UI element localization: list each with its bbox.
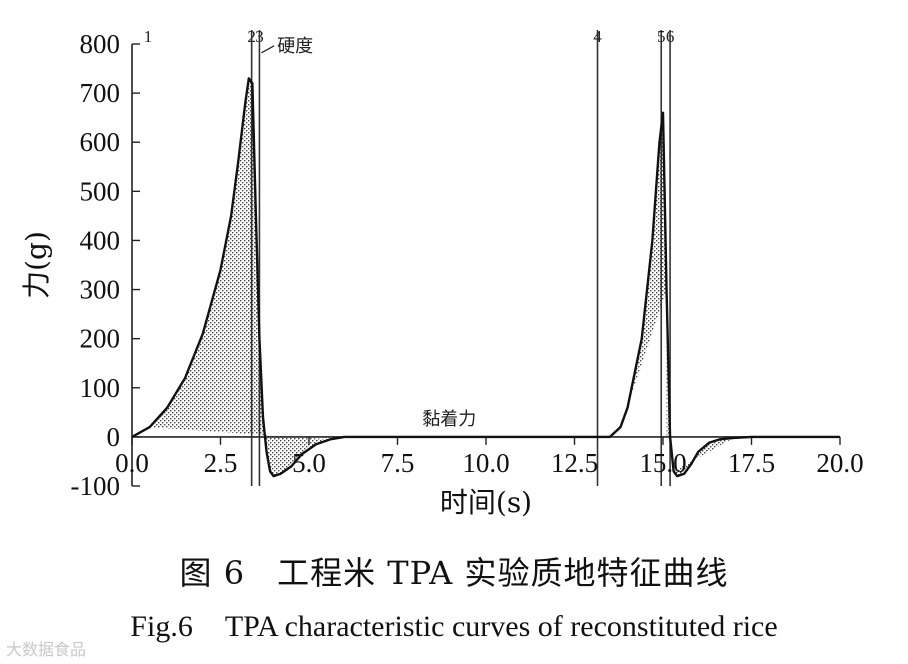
y-tick-label: 0 — [107, 422, 121, 452]
y-tick-label: 400 — [80, 225, 121, 255]
annotation-pointer — [261, 45, 275, 54]
x-tick-label: 10.0 — [462, 448, 509, 478]
x-tick-label: 5.0 — [292, 448, 326, 478]
y-tick-label: 200 — [80, 324, 121, 354]
caption-chinese: 图 6 工程米 TPA 实验质地特征曲线 — [0, 548, 908, 594]
marker-label: 2 — [247, 27, 256, 46]
caption-en-number: Fig.6 — [130, 610, 193, 643]
y-tick-label: -100 — [71, 471, 121, 501]
x-tick-label: 15.0 — [639, 448, 686, 478]
marker-label: 5 — [657, 27, 666, 46]
marker-label: 1 — [144, 27, 153, 46]
hatched-area — [673, 436, 752, 477]
y-tick-label: 300 — [80, 275, 121, 305]
y-tick-label: 700 — [80, 78, 121, 108]
caption-cn-text: 工程米 TPA 实验质地特征曲线 — [277, 554, 729, 592]
x-axis-title: 时间(s) — [440, 486, 532, 519]
caption-en-text: TPA characteristic curves of reconstitut… — [224, 610, 778, 643]
force-curve-line — [131, 77, 840, 478]
caption-english: Fig.6 TPA characteristic curves of recons… — [0, 610, 908, 644]
x-tick-label: 2.5 — [204, 448, 238, 478]
y-axis-title: 力(g) — [20, 231, 53, 299]
hatched-area — [149, 78, 345, 477]
watermark-text: 大数据食品 — [6, 640, 87, 659]
y-tick-label: 600 — [80, 127, 121, 157]
marker-label: 4 — [593, 27, 602, 46]
caption-cn-number: 图 6 — [179, 554, 246, 592]
annotation-label: 黏着力 — [422, 409, 476, 430]
y-tick-label: 100 — [80, 373, 121, 403]
annotation-label: 硬度 — [277, 36, 313, 57]
y-tick-label: 800 — [80, 29, 121, 59]
x-tick-label: 7.5 — [381, 448, 415, 478]
x-tick-label: 12.5 — [551, 448, 598, 478]
curve-group — [131, 77, 840, 478]
marker-label: 6 — [666, 27, 675, 46]
y-tick-label: 500 — [80, 176, 121, 206]
x-tick-label: 0.0 — [115, 448, 149, 478]
x-tick-label: 17.5 — [728, 448, 775, 478]
hatched-area-group — [149, 78, 752, 477]
x-tick-label: 20.0 — [816, 448, 863, 478]
axes-group: -100 0 100 200 300 400 500 600 700 800 0.0 2.5 5.0 7.… — [20, 29, 864, 519]
hatched-area — [620, 112, 671, 437]
marker-label: 3 — [255, 27, 264, 46]
